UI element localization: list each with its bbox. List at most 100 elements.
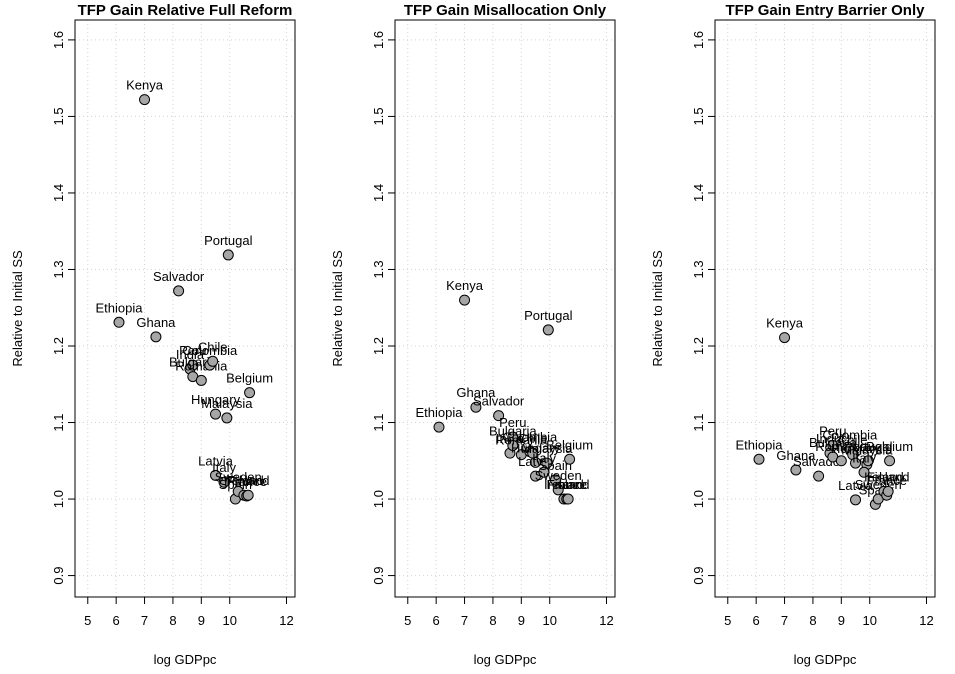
x-tick-label: 9 xyxy=(838,613,845,628)
x-tick-label: 12 xyxy=(279,613,293,628)
y-tick-label: 1.6 xyxy=(51,31,66,49)
point-label: Italy xyxy=(532,450,556,465)
y-tick-label: 1.1 xyxy=(371,413,386,431)
y-tick-label: 0.9 xyxy=(51,567,66,585)
x-tick-label: 5 xyxy=(84,613,91,628)
point-label: Peru xyxy=(179,343,206,358)
point-label: Colombia xyxy=(182,343,238,358)
y-axis-label: Relative to Initial SS xyxy=(10,250,25,367)
point-label: Ghana xyxy=(456,385,496,400)
point xyxy=(470,401,482,413)
y-tick-label: 1.1 xyxy=(691,413,706,431)
point-label: Ghana xyxy=(776,448,816,463)
point-label: Ethiopia xyxy=(736,437,784,452)
point-label: Hungary xyxy=(511,440,561,455)
point xyxy=(850,457,862,469)
point-label: Latvia xyxy=(198,453,233,468)
point-label: Salvador xyxy=(153,269,205,284)
x-tick-label: 10 xyxy=(222,613,236,628)
point-label: Malaysia xyxy=(841,443,893,458)
x-tick-label: 5 xyxy=(404,613,411,628)
y-tick-label: 1.5 xyxy=(51,107,66,125)
x-axis-label: log GDPpc xyxy=(154,652,217,667)
point-label: Portugal xyxy=(524,308,573,323)
y-tick-label: 1.2 xyxy=(691,337,706,355)
point xyxy=(882,485,894,497)
point-label: Ghana xyxy=(136,315,176,330)
point xyxy=(835,455,847,467)
point-label: Sweden xyxy=(215,469,262,484)
y-tick-label: 1.0 xyxy=(691,490,706,508)
point-label: Salvador xyxy=(473,394,525,409)
point xyxy=(562,493,574,505)
point-label: Portugal xyxy=(844,439,893,454)
y-tick-label: 1.5 xyxy=(371,107,386,125)
x-tick-label: 7 xyxy=(141,613,148,628)
x-tick-label: 8 xyxy=(169,613,176,628)
plot-frame xyxy=(74,19,296,598)
point-label: Hungary xyxy=(191,392,241,407)
point xyxy=(218,476,230,488)
point xyxy=(242,489,254,501)
point xyxy=(459,294,471,306)
point xyxy=(858,466,870,478)
point-label: Ireland xyxy=(864,469,904,484)
point-label: Hungary xyxy=(831,441,881,456)
y-axis-label: Relative to Initial SS xyxy=(650,250,665,367)
point xyxy=(207,355,219,367)
x-tick-label: 6 xyxy=(113,613,120,628)
point xyxy=(173,285,185,297)
x-tick-label: 7 xyxy=(461,613,468,628)
point xyxy=(827,439,839,451)
point-label: France xyxy=(547,477,587,492)
point-label: Peru xyxy=(819,423,846,438)
point xyxy=(210,408,222,420)
chart-title: TFP Gain Misallocation Only xyxy=(404,2,607,19)
point-label: Bulgaria xyxy=(489,423,537,438)
point-label: Romania xyxy=(495,433,548,448)
point xyxy=(139,94,151,106)
x-axis-label: log GDPpc xyxy=(794,652,857,667)
x-tick-label: 5 xyxy=(724,613,731,628)
y-tick-label: 1.3 xyxy=(51,260,66,278)
x-tick-label: 12 xyxy=(919,613,933,628)
point xyxy=(549,474,561,486)
point-label: Chile xyxy=(198,339,228,354)
point xyxy=(850,494,862,506)
point xyxy=(753,453,765,465)
chart-title: TFP Gain Entry Barrier Only xyxy=(726,2,926,19)
point xyxy=(542,324,554,336)
point xyxy=(564,453,576,465)
x-axis-label: log GDPpc xyxy=(474,652,537,667)
point xyxy=(113,316,125,328)
y-tick-label: 1.6 xyxy=(371,31,386,49)
plot-frame xyxy=(394,19,616,598)
y-tick-label: 1.1 xyxy=(51,413,66,431)
point-label: Spain xyxy=(539,458,572,473)
x-tick-label: 8 xyxy=(489,613,496,628)
point-label: Chile xyxy=(838,433,868,448)
y-tick-label: 1.4 xyxy=(371,184,386,202)
y-tick-label: 0.9 xyxy=(691,567,706,585)
point xyxy=(221,412,233,424)
y-tick-label: 1.0 xyxy=(51,490,66,508)
point-label: Colombia xyxy=(502,430,558,445)
point-label: India xyxy=(816,431,845,446)
point-label: India xyxy=(176,347,205,362)
point-label: France xyxy=(867,473,907,488)
point xyxy=(552,484,564,496)
point-label: Finland xyxy=(867,469,910,484)
x-tick-label: 12 xyxy=(599,613,613,628)
y-tick-label: 1.4 xyxy=(51,184,66,202)
point-label: Ireland xyxy=(544,477,584,492)
y-tick-label: 1.3 xyxy=(371,260,386,278)
point-label: Sweden xyxy=(535,468,582,483)
x-tick-label: 9 xyxy=(518,613,525,628)
x-tick-label: 7 xyxy=(781,613,788,628)
point xyxy=(150,331,162,343)
y-tick-label: 1.2 xyxy=(51,337,66,355)
point xyxy=(813,470,825,482)
point-label: Spain xyxy=(219,477,252,492)
panel: 5 6 7 8 9 10 12 0.9 1.0 1.1 1.2 1.3 1.4 1.5 1.6 log GDP… xyxy=(650,2,936,667)
point xyxy=(210,469,222,481)
